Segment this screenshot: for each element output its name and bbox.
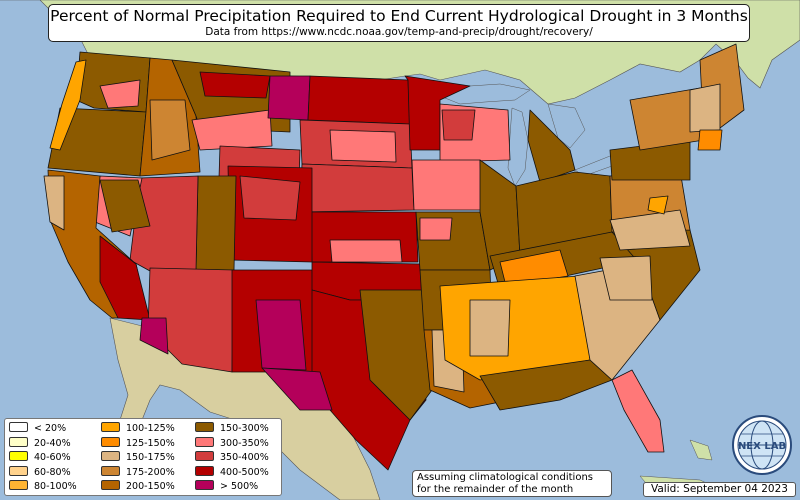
legend-swatch bbox=[195, 436, 214, 447]
legend-label: > 500% bbox=[220, 481, 259, 492]
region-nv-brown bbox=[99, 179, 151, 233]
legend-item: 175-200% bbox=[101, 465, 175, 478]
logo: NEX LAB bbox=[732, 415, 792, 475]
legend-item: 150-300% bbox=[195, 422, 269, 434]
region-mo-pink bbox=[419, 217, 453, 241]
regions bbox=[43, 43, 745, 471]
legend-swatch bbox=[195, 480, 214, 490]
region-delaware bbox=[647, 195, 669, 215]
region-tx-magenta bbox=[261, 367, 333, 411]
note-line-1: Assuming climatological conditions bbox=[417, 472, 593, 483]
region-nm-magenta bbox=[255, 299, 307, 371]
region-kentucky-orange bbox=[499, 249, 569, 287]
legend-label: 300-350% bbox=[220, 437, 269, 449]
region-virginia-tan bbox=[609, 209, 691, 251]
legend-label: 40-60% bbox=[34, 452, 71, 463]
region-florida bbox=[611, 369, 665, 453]
legend-label: 150-300% bbox=[220, 423, 269, 434]
region-mt-red bbox=[199, 71, 271, 99]
region-sd-pink bbox=[329, 129, 397, 163]
legend-label: 400-500% bbox=[220, 466, 269, 478]
region-dakotas bbox=[307, 75, 411, 125]
legend-label: 100-125% bbox=[126, 423, 175, 434]
legend-item: < 20% bbox=[9, 422, 66, 434]
legend-item: 40-60% bbox=[9, 451, 71, 463]
legend-item: 60-80% bbox=[9, 465, 71, 478]
region-ks-pink bbox=[329, 239, 403, 263]
legend-swatch bbox=[101, 422, 120, 432]
region-iowa bbox=[411, 159, 483, 211]
legend-label: 200-150% bbox=[126, 481, 175, 492]
assumption-note: Assuming climatological conditions for t… bbox=[412, 470, 612, 497]
lake-huron bbox=[547, 103, 586, 149]
legend-label: 175-200% bbox=[126, 466, 175, 478]
region-ne-tan bbox=[689, 83, 721, 133]
legend: < 20% 20-40% 40-60% 60-80% 80-100% 100-125% 12… bbox=[4, 418, 282, 496]
region-ca-tan bbox=[43, 175, 65, 231]
legend-item: 80-100% bbox=[9, 480, 77, 492]
legend-item: 125-150% bbox=[101, 436, 175, 449]
region-or-coast bbox=[49, 59, 87, 151]
legend-label: 150-175% bbox=[126, 452, 175, 463]
legend-swatch bbox=[101, 465, 120, 476]
map-subtitle: Data from https://www.ncdc.noaa.gov/temp… bbox=[205, 26, 593, 38]
region-wi-red bbox=[441, 109, 476, 141]
legend-swatch bbox=[9, 422, 28, 432]
legend-item: 400-500% bbox=[195, 465, 269, 478]
legend-label: < 20% bbox=[34, 423, 67, 434]
region-ms-tan bbox=[469, 299, 511, 357]
region-id-tan bbox=[149, 99, 191, 161]
region-nd-magenta bbox=[267, 75, 311, 121]
legend-item: 100-125% bbox=[101, 422, 175, 434]
region-nebraska bbox=[299, 163, 415, 213]
legend-swatch bbox=[9, 480, 28, 490]
legend-swatch bbox=[195, 465, 214, 476]
note-line-2: for the remainder of the month bbox=[417, 484, 574, 495]
legend-label: 350-400% bbox=[220, 452, 269, 463]
legend-swatch bbox=[195, 422, 214, 432]
region-tx-brown bbox=[359, 289, 433, 421]
legend-item: 350-400% bbox=[195, 451, 269, 463]
region-mt-pink bbox=[191, 109, 273, 151]
legend-swatch bbox=[101, 436, 120, 447]
logo-text: NEX LAB bbox=[738, 441, 786, 452]
region-gulf-coast bbox=[479, 359, 613, 411]
legend-swatch bbox=[101, 451, 120, 461]
title-box: Percent of Normal Precipitation Required… bbox=[48, 4, 750, 42]
legend-swatch bbox=[195, 451, 214, 461]
map-title: Percent of Normal Precipitation Required… bbox=[50, 7, 748, 25]
lake-michigan bbox=[507, 107, 529, 187]
legend-item: 150-175% bbox=[101, 451, 175, 463]
bahamas bbox=[689, 439, 713, 461]
region-ne-orange bbox=[697, 129, 723, 151]
region-az-magenta bbox=[139, 317, 169, 355]
region-wa-pink bbox=[99, 79, 141, 109]
legend-label: 125-150% bbox=[126, 437, 175, 449]
region-ca-red bbox=[99, 235, 151, 321]
legend-label: 60-80% bbox=[34, 466, 71, 478]
legend-label: 20-40% bbox=[34, 437, 71, 449]
legend-swatch bbox=[9, 436, 28, 447]
legend-label: 80-100% bbox=[34, 481, 77, 492]
legend-item: 20-40% bbox=[9, 436, 71, 449]
valid-date: Valid: September 04 2023 bbox=[643, 482, 796, 497]
legend-item: > 500% bbox=[195, 480, 258, 492]
legend-swatch bbox=[9, 451, 28, 461]
legend-swatch bbox=[9, 465, 28, 476]
region-co-red bbox=[239, 175, 301, 221]
legend-item: 300-350% bbox=[195, 436, 269, 449]
region-sc-tan bbox=[599, 255, 653, 301]
legend-swatch bbox=[101, 480, 120, 490]
legend-item: 200-150% bbox=[101, 480, 175, 492]
region-utah bbox=[195, 175, 237, 271]
